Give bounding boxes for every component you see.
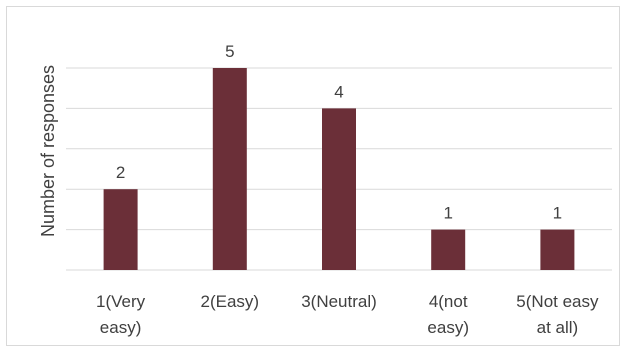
bar bbox=[212, 68, 247, 270]
bar bbox=[103, 189, 138, 270]
x-tick-label: 4(not easy) bbox=[427, 292, 469, 337]
data-label: 1 bbox=[443, 204, 452, 223]
x-tick-label: 3(Neutral) bbox=[301, 292, 377, 311]
bar bbox=[540, 229, 575, 270]
data-label: 5 bbox=[225, 42, 234, 61]
data-label: 4 bbox=[334, 82, 343, 101]
x-tick-label: 1(Very easy) bbox=[96, 292, 146, 337]
data-label: 1 bbox=[553, 204, 562, 223]
data-labels: 2 5 4 1 1 bbox=[116, 42, 562, 223]
x-axis-tick-labels: 1(Very easy) 2(Easy) 3(Neutral) 4(not easy) 5(… bbox=[96, 292, 599, 337]
chart-frame bbox=[6, 6, 620, 346]
x-tick-label: 2(Easy) bbox=[201, 292, 260, 311]
y-axis-title: Number of responses bbox=[38, 65, 58, 237]
data-label: 2 bbox=[116, 163, 125, 182]
bar bbox=[322, 108, 356, 271]
bars bbox=[103, 68, 575, 271]
bar bbox=[431, 229, 466, 270]
x-tick-label: 5(Not easy at all) bbox=[516, 292, 599, 337]
